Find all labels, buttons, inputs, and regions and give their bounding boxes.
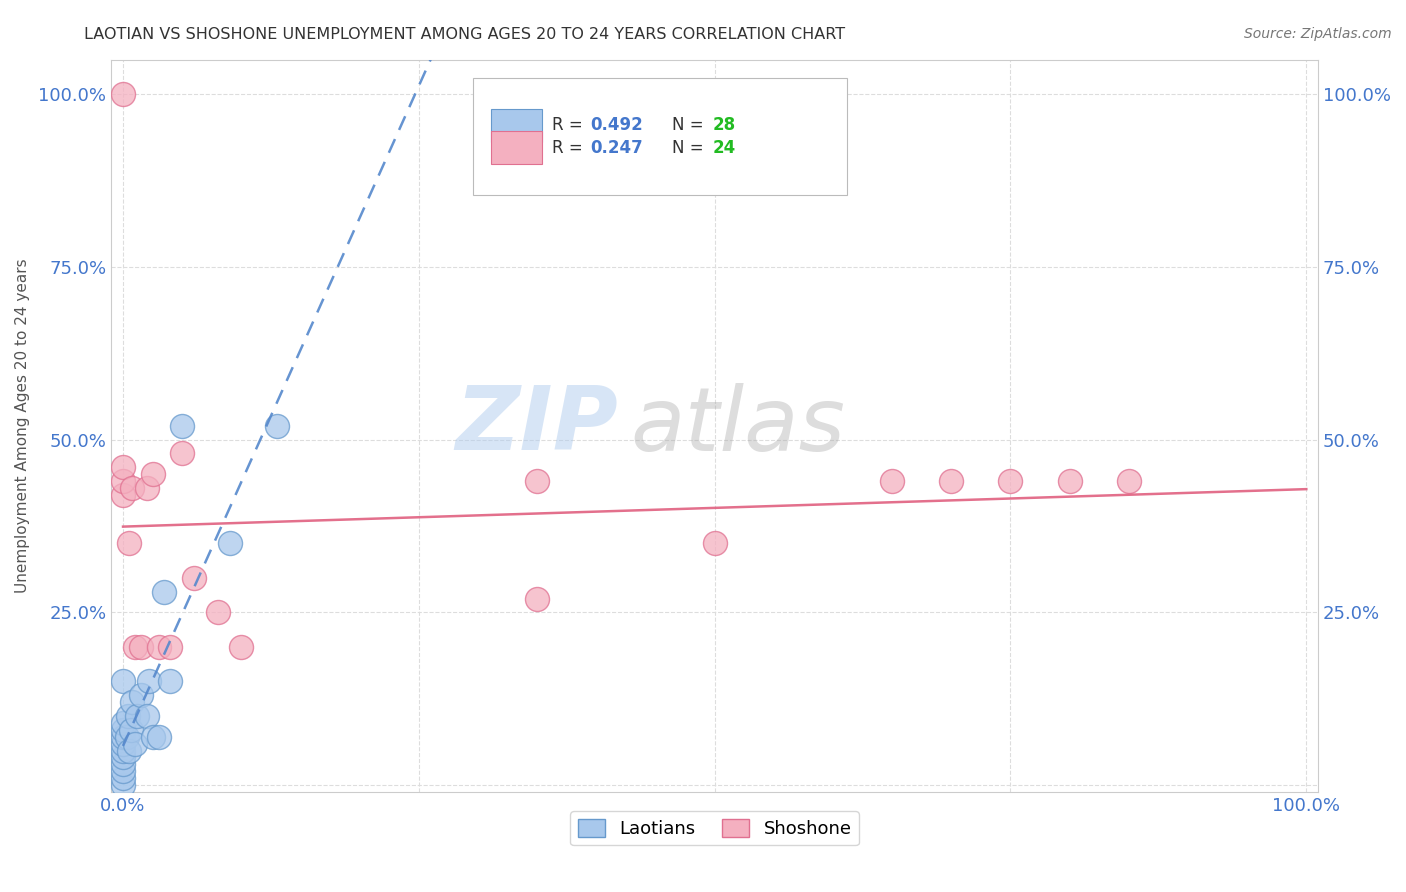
Point — [207, 605, 229, 619]
Point — [142, 467, 165, 482]
Point — [159, 640, 181, 654]
Point — [882, 474, 904, 488]
Point — [1118, 474, 1140, 488]
Point — [115, 730, 138, 744]
Point — [118, 536, 141, 550]
Point — [941, 474, 963, 488]
Point — [112, 737, 135, 751]
Point — [120, 723, 142, 737]
Point — [112, 764, 135, 779]
Point — [112, 771, 135, 785]
Text: R =: R = — [551, 139, 588, 157]
Point — [148, 640, 170, 654]
Point — [526, 474, 548, 488]
Point — [172, 446, 194, 460]
Point — [112, 460, 135, 475]
Point — [112, 474, 135, 488]
Text: 24: 24 — [713, 139, 735, 157]
Point — [231, 640, 253, 654]
Point — [112, 674, 135, 689]
Text: 0.247: 0.247 — [591, 139, 643, 157]
Text: atlas: atlas — [630, 383, 845, 469]
Point — [153, 584, 176, 599]
Point — [112, 715, 135, 730]
Point — [1000, 474, 1022, 488]
Point — [129, 688, 152, 702]
Point — [129, 640, 152, 654]
Point — [112, 743, 135, 757]
Text: 0.492: 0.492 — [591, 116, 643, 134]
Text: ZIP: ZIP — [456, 383, 619, 469]
Point — [138, 674, 160, 689]
Point — [112, 750, 135, 764]
Point — [526, 591, 548, 606]
Text: N =: N = — [672, 139, 709, 157]
Point — [118, 743, 141, 757]
Point — [183, 571, 205, 585]
Point — [117, 709, 139, 723]
Point — [112, 87, 135, 102]
Point — [266, 418, 288, 433]
Point — [121, 695, 143, 709]
Text: Source: ZipAtlas.com: Source: ZipAtlas.com — [1244, 27, 1392, 41]
FancyBboxPatch shape — [474, 78, 848, 195]
Point — [112, 757, 135, 772]
Point — [172, 418, 194, 433]
Legend: Laotians, Shoshone: Laotians, Shoshone — [571, 812, 859, 846]
Point — [124, 737, 146, 751]
Point — [127, 709, 149, 723]
Point — [135, 709, 157, 723]
Text: R =: R = — [551, 116, 588, 134]
Point — [112, 730, 135, 744]
Point — [112, 778, 135, 792]
FancyBboxPatch shape — [491, 109, 543, 142]
Point — [112, 723, 135, 737]
Point — [124, 640, 146, 654]
Point — [703, 536, 725, 550]
Point — [142, 730, 165, 744]
Point — [218, 536, 240, 550]
Point — [1059, 474, 1081, 488]
Y-axis label: Unemployment Among Ages 20 to 24 years: Unemployment Among Ages 20 to 24 years — [15, 259, 30, 593]
Point — [112, 488, 135, 502]
Point — [148, 730, 170, 744]
Point — [159, 674, 181, 689]
Point — [135, 481, 157, 495]
Text: N =: N = — [672, 116, 709, 134]
Text: 28: 28 — [713, 116, 735, 134]
FancyBboxPatch shape — [491, 131, 543, 164]
Point — [121, 481, 143, 495]
Text: LAOTIAN VS SHOSHONE UNEMPLOYMENT AMONG AGES 20 TO 24 YEARS CORRELATION CHART: LAOTIAN VS SHOSHONE UNEMPLOYMENT AMONG A… — [84, 27, 845, 42]
